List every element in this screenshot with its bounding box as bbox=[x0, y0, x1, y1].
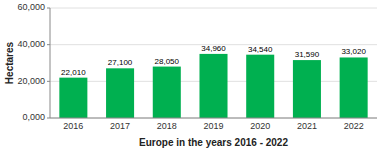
y-tick-label: 0,000 bbox=[22, 112, 45, 122]
bar bbox=[153, 67, 181, 118]
bar bbox=[106, 68, 134, 118]
bar bbox=[246, 55, 274, 118]
y-grid bbox=[50, 8, 377, 118]
x-tick-label: 2017 bbox=[110, 121, 130, 131]
data-label: 33,020 bbox=[341, 47, 366, 56]
x-tick-labels: 2016 2017 2018 2019 2020 2021 2022 bbox=[63, 121, 363, 131]
data-label: 27,100 bbox=[108, 58, 133, 67]
x-tick-label: 2019 bbox=[203, 121, 223, 131]
grid-line bbox=[50, 8, 377, 9]
bar bbox=[59, 78, 87, 118]
y-tick-label: 40,000 bbox=[17, 39, 45, 49]
y-tick-label: 20,000 bbox=[17, 76, 45, 86]
y-axis-line bbox=[50, 8, 51, 118]
data-label: 34,960 bbox=[201, 44, 226, 53]
y-tick-label: 60,000 bbox=[17, 2, 45, 12]
grid-line bbox=[50, 118, 377, 119]
chart-container: 0,000 20,000 40,000 60,000 22,010 27,100 28,05… bbox=[0, 0, 385, 150]
x-tick-label: 2022 bbox=[344, 121, 364, 131]
y-axis-label: Hectares bbox=[4, 41, 15, 84]
axes bbox=[50, 8, 377, 118]
bar bbox=[293, 60, 321, 118]
data-label: 28,050 bbox=[155, 57, 180, 66]
x-tick-label: 2021 bbox=[297, 121, 317, 131]
x-axis-line bbox=[50, 118, 377, 119]
data-label: 34,540 bbox=[248, 45, 273, 54]
bar bbox=[199, 54, 227, 118]
x-axis-label: Europe in the years 2016 - 2022 bbox=[139, 137, 288, 148]
x-tick-label: 2020 bbox=[250, 121, 270, 131]
chart-svg: 0,000 20,000 40,000 60,000 22,010 27,100 28,05… bbox=[0, 0, 385, 150]
bars bbox=[59, 54, 367, 118]
y-ticks: 0,000 20,000 40,000 60,000 bbox=[17, 2, 50, 122]
bar bbox=[340, 57, 368, 118]
data-label: 31,590 bbox=[295, 50, 320, 59]
data-label: 22,010 bbox=[61, 68, 86, 77]
x-tick-label: 2016 bbox=[63, 121, 83, 131]
data-labels: 22,010 27,100 28,050 34,960 34,540 31,590 33,0… bbox=[61, 44, 366, 77]
x-tick-label: 2018 bbox=[157, 121, 177, 131]
